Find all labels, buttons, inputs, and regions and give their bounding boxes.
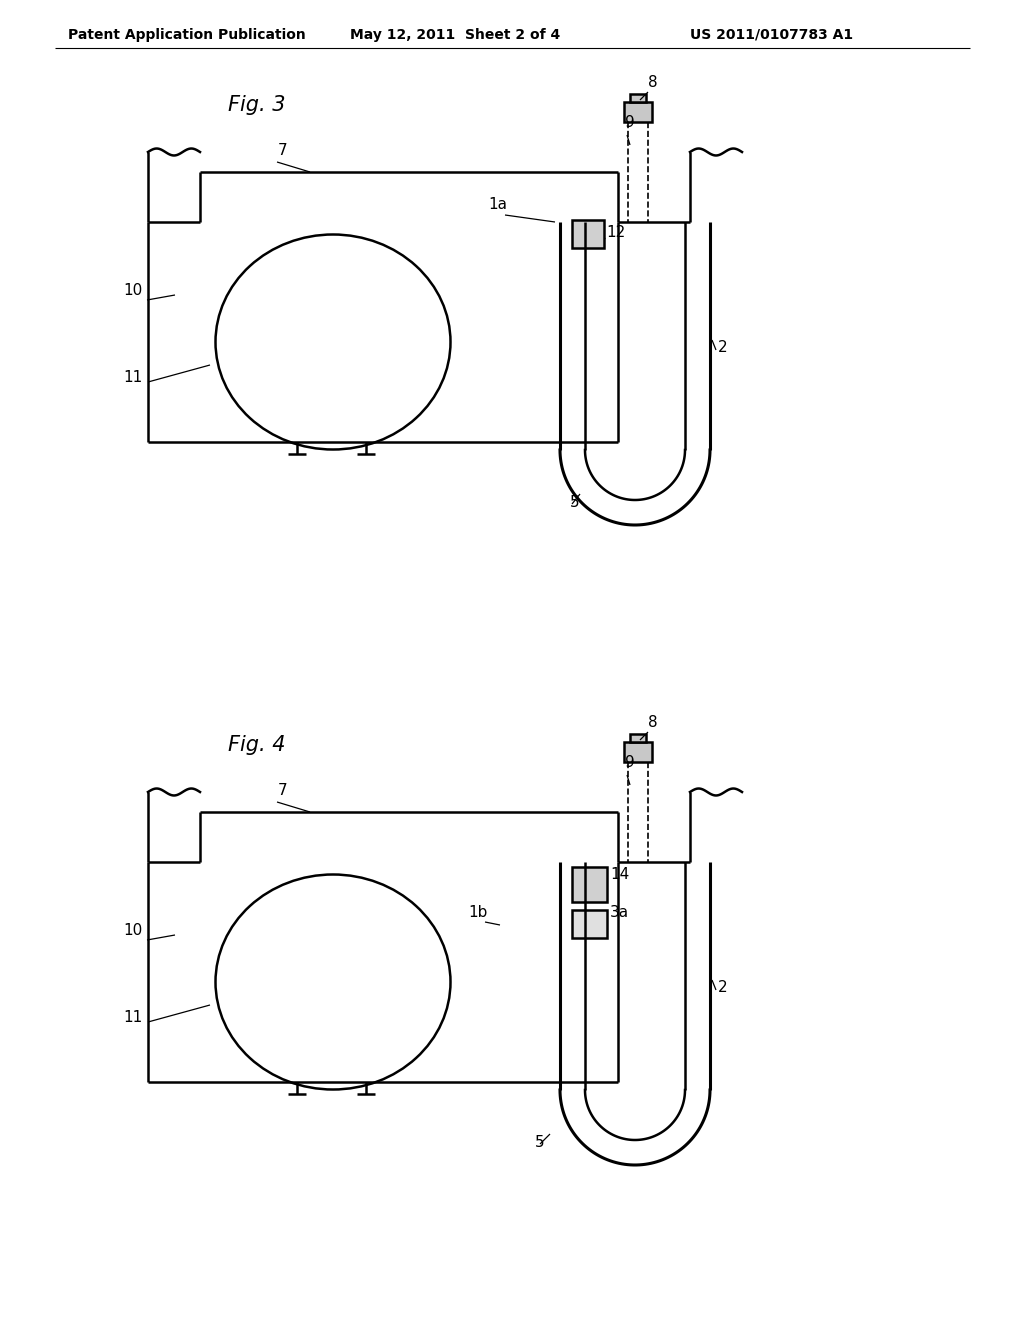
Text: 9: 9 [625,755,635,770]
Text: 1b: 1b [468,906,487,920]
Text: US 2011/0107783 A1: US 2011/0107783 A1 [690,28,853,42]
Bar [624,102,652,121]
Text: 3a: 3a [610,906,629,920]
Text: 5: 5 [535,1135,545,1150]
Text: 8: 8 [648,715,657,730]
Text: 14: 14 [610,867,630,882]
Bar [624,742,652,762]
Text: 1a: 1a [488,197,507,213]
Text: 9: 9 [625,115,635,129]
Text: 12: 12 [606,224,626,240]
Ellipse shape [215,874,451,1089]
Text: 10: 10 [124,923,143,939]
Text: 2: 2 [718,979,728,995]
Ellipse shape [215,235,451,450]
Text: Fig. 3: Fig. 3 [228,95,286,115]
Bar [572,909,607,939]
Bar [572,867,607,902]
Text: Patent Application Publication: Patent Application Publication [68,28,306,42]
Bar [630,734,646,742]
Text: 7: 7 [278,143,288,158]
Text: May 12, 2011  Sheet 2 of 4: May 12, 2011 Sheet 2 of 4 [350,28,560,42]
Text: 11: 11 [124,370,143,385]
Text: 7: 7 [278,783,288,799]
Text: Fig. 4: Fig. 4 [228,735,286,755]
Text: 11: 11 [124,1010,143,1026]
Text: 2: 2 [718,341,728,355]
Bar [630,94,646,102]
Text: 10: 10 [124,282,143,298]
Bar [572,220,604,248]
Text: 8: 8 [648,75,657,90]
Text: 5: 5 [570,495,580,510]
